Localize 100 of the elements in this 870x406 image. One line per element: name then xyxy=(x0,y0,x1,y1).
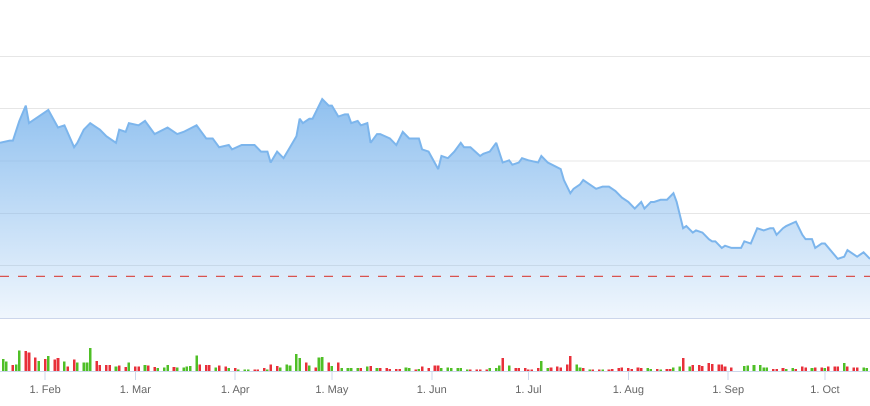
bar xyxy=(137,366,140,371)
bar xyxy=(550,367,552,371)
bar xyxy=(356,368,359,371)
bar xyxy=(724,366,726,371)
bar xyxy=(369,366,372,371)
bar xyxy=(540,360,543,371)
bar xyxy=(134,366,137,371)
bar xyxy=(762,368,765,371)
bar xyxy=(546,368,550,371)
bar xyxy=(494,368,498,371)
bar xyxy=(582,368,585,371)
bar xyxy=(814,367,817,371)
bar xyxy=(701,366,704,371)
bar xyxy=(804,367,807,371)
x-tick-label: 1. Apr xyxy=(220,384,250,396)
bar xyxy=(620,368,624,371)
bar xyxy=(730,368,733,371)
bar xyxy=(434,365,436,371)
bar xyxy=(766,368,768,371)
bar xyxy=(198,364,202,371)
bar xyxy=(578,367,582,371)
bar xyxy=(517,368,520,371)
bar xyxy=(846,366,849,371)
bar xyxy=(836,366,840,371)
bar xyxy=(288,365,292,371)
bar xyxy=(682,358,684,371)
bar xyxy=(218,365,220,371)
bar xyxy=(826,366,830,371)
bar xyxy=(782,368,784,371)
bar xyxy=(186,366,188,371)
bar xyxy=(404,367,408,371)
bar xyxy=(182,367,185,371)
bar xyxy=(144,365,146,371)
bar xyxy=(575,364,578,371)
bar xyxy=(327,362,330,371)
bar xyxy=(852,368,856,371)
bar xyxy=(378,368,382,371)
bar xyxy=(501,358,504,371)
bar xyxy=(759,365,762,371)
bar xyxy=(214,367,218,371)
bar xyxy=(450,368,452,371)
bar xyxy=(556,366,559,371)
bar xyxy=(166,365,169,371)
bar xyxy=(746,365,749,371)
bar xyxy=(320,356,324,371)
bar xyxy=(153,366,156,371)
bar xyxy=(304,362,308,371)
bar xyxy=(617,368,620,371)
bar xyxy=(752,365,756,371)
x-tick-label: 1. Feb xyxy=(30,384,61,396)
bar xyxy=(627,368,630,371)
bar xyxy=(498,365,501,371)
bar xyxy=(842,363,846,371)
bar xyxy=(269,364,272,371)
bar xyxy=(350,368,353,371)
bar xyxy=(865,368,868,371)
bar xyxy=(436,365,440,371)
bar xyxy=(224,366,227,371)
bar xyxy=(720,364,724,371)
bar xyxy=(146,365,150,371)
bar xyxy=(678,366,682,371)
bar xyxy=(204,365,208,371)
bar xyxy=(710,364,714,371)
bar xyxy=(446,368,450,371)
bar xyxy=(308,365,311,371)
bar xyxy=(279,367,282,371)
bar xyxy=(408,368,411,371)
bar xyxy=(385,368,388,371)
bar xyxy=(195,355,198,371)
bar xyxy=(862,368,865,371)
bar xyxy=(298,358,301,371)
bar xyxy=(801,366,804,371)
bar xyxy=(285,364,288,371)
x-tick-label: 1. May xyxy=(315,384,349,396)
x-tick-label: 1. Sep xyxy=(712,384,744,396)
bar xyxy=(488,368,492,371)
bar xyxy=(295,354,298,371)
bar xyxy=(640,368,643,371)
bar xyxy=(227,368,230,371)
bar xyxy=(360,368,362,371)
x-tick-label: 1. Jul xyxy=(515,384,542,396)
bar xyxy=(810,368,814,371)
bar xyxy=(691,365,694,371)
bar xyxy=(262,368,266,371)
bar xyxy=(440,368,443,371)
bar xyxy=(234,368,237,371)
bar xyxy=(708,363,710,371)
x-tick-label: 1. Oct xyxy=(810,384,840,396)
bar xyxy=(276,366,278,371)
bar xyxy=(427,368,430,371)
bar xyxy=(318,357,320,371)
bar xyxy=(508,365,510,371)
x-tick-label: 1. Aug xyxy=(612,384,644,396)
bar xyxy=(820,367,823,371)
x-tick-label: 1. Jun xyxy=(416,384,447,396)
bar xyxy=(514,368,517,371)
x-tick-label: 1. Mar xyxy=(120,384,152,396)
bar xyxy=(791,368,794,371)
bar xyxy=(346,368,350,371)
bar xyxy=(163,368,166,371)
